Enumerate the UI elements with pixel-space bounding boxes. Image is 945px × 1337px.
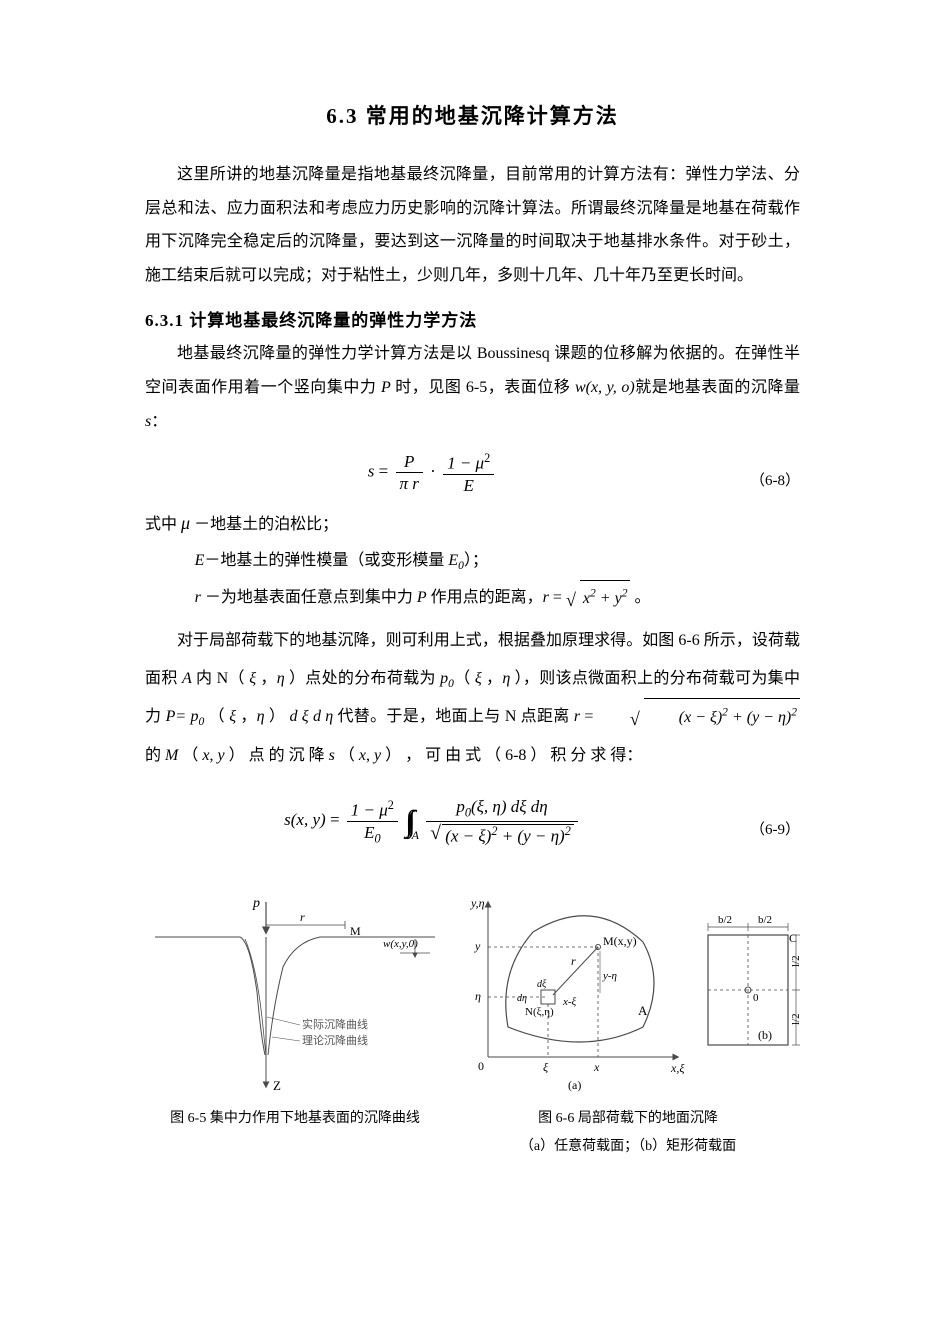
subsection-title: 6.3.1 计算地基最终沉降量的弹性力学方法	[145, 306, 800, 331]
equation-6-9: s(x, y) = 1 − μ2E0 ∫∫A p0(ξ, η) dξ dη (x…	[145, 798, 800, 844]
p3q: ,	[366, 747, 374, 764]
def-r-b: 作用点的距离，	[427, 589, 543, 606]
def-r-c: 。	[630, 589, 650, 606]
figure-6-6: y,η x,ξ 0 A N(ξ,η) dξ dη M(x,y) r	[453, 887, 803, 1159]
fig6-a: (a)	[568, 1078, 581, 1092]
p3k: 代替。于是，地面上与 N 点距离	[338, 708, 570, 725]
eq2-number: （6-9）	[720, 805, 800, 838]
p3m: （	[178, 747, 202, 764]
fig5-theory: 理论沉降曲线	[302, 1033, 368, 1047]
def-mu: －地基土的泊松比；	[194, 516, 338, 533]
p3p: （	[335, 747, 359, 764]
p3f: ，	[482, 670, 503, 687]
figures-row: p r M w(x,y,0) Z 实际沉降曲线 理论沉降曲线 图 6-5 集中力…	[145, 887, 800, 1159]
fig6-eta: η	[475, 989, 481, 1003]
p3l: 的	[145, 747, 165, 764]
fig6-yeta: y,η	[470, 896, 485, 910]
definitions: 式中 μ －地基土的泊松比； E－地基土的弹性模量（或变形模量 E0）； r －…	[145, 504, 800, 617]
fig6-0: 0	[478, 1059, 484, 1073]
fig6-M: M(x,y)	[603, 934, 637, 948]
fig6-b2b: b/2	[758, 914, 772, 926]
fig5-z: Z	[273, 1078, 281, 1093]
paragraph-2: 地基最终沉降量的弹性力学计算方法是以 Boussinesq 课题的位移解为依据的…	[145, 337, 800, 438]
fig5-actual: 实际沉降曲线	[302, 1017, 368, 1031]
fig5-caption: 图 6-5 集中力作用下地基表面的沉降曲线	[145, 1108, 445, 1130]
section-title: 6.3 常用的地基沉降计算方法	[145, 100, 800, 130]
p3j: ）	[265, 708, 286, 725]
p3d: ）点处的分布荷载为	[285, 670, 440, 687]
fig5-w: w(x,y,0)	[383, 938, 418, 950]
fig6-r: r	[571, 954, 576, 968]
fig6-O: 0	[753, 992, 759, 1004]
svg-text:y-η: y-η	[602, 970, 617, 982]
paragraph-3: 对于局部荷载下的地基沉降，则可利用上式，根据叠加原理求得。如图 6-6 所示，设…	[145, 622, 800, 774]
p3c: ，	[256, 670, 277, 687]
fig6-b: (b)	[758, 1028, 772, 1042]
fig6-N: N(ξ,η)	[525, 1006, 554, 1018]
intro-paragraph: 这里所讲的地基沉降量是指地基最终沉降量，目前常用的计算方法有：弹性力学法、分层总…	[145, 158, 800, 292]
fig6-A: A	[638, 1003, 648, 1018]
p3h: （	[209, 708, 230, 725]
fig6-xxi: x,ξ	[670, 1061, 685, 1075]
fig5-M: M	[350, 924, 361, 938]
fig6-l2b: l/2	[790, 1013, 802, 1025]
fig6-y: y	[474, 939, 481, 953]
p3o: ） 点 的 沉 降	[225, 747, 329, 764]
def-e-a: －地基土的弹性模量（或变形模量	[204, 552, 448, 569]
fig6-caption-a: 图 6-6 局部荷载下的地面沉降	[453, 1108, 803, 1130]
fig6-xi: ξ	[543, 1060, 549, 1074]
fig6-x: x	[593, 1060, 600, 1074]
p2-c: 就是地基表面的沉降量	[635, 379, 800, 396]
p3b: 内 N（	[192, 670, 249, 687]
fig6-caption-b: （a）任意荷载面；（b）矩形荷载面	[453, 1136, 803, 1158]
fig6-xmxi: x-ξ	[562, 996, 577, 1008]
fig6-dxi: dξ	[537, 979, 547, 990]
figure-6-5: p r M w(x,y,0) Z 实际沉降曲线 理论沉降曲线 图 6-5 集中力…	[145, 887, 445, 1130]
equation-6-8: s = Pπ r · 1 − μ2E （6-8）	[145, 452, 800, 494]
p3i: ，	[236, 708, 257, 725]
fig6-b2a: b/2	[718, 914, 732, 926]
def-e-b: ）；	[464, 552, 488, 569]
fig6-deta: dη	[517, 993, 527, 1004]
p3e: （	[454, 670, 475, 687]
p3r: ） ， 可 由 式 （ 6-8 ） 积 分 求 得：	[381, 747, 642, 764]
fig5-r: r	[300, 910, 305, 924]
p2-b: 时，见图 6-5，表面位移	[391, 379, 575, 396]
fig5-p: p	[252, 896, 260, 911]
eq1-number: （6-8）	[720, 456, 800, 489]
def-r-a: －为地基表面任意点到集中力	[201, 589, 417, 606]
fig6-l2a: l/2	[790, 955, 802, 967]
def-intro: 式中	[145, 516, 181, 533]
